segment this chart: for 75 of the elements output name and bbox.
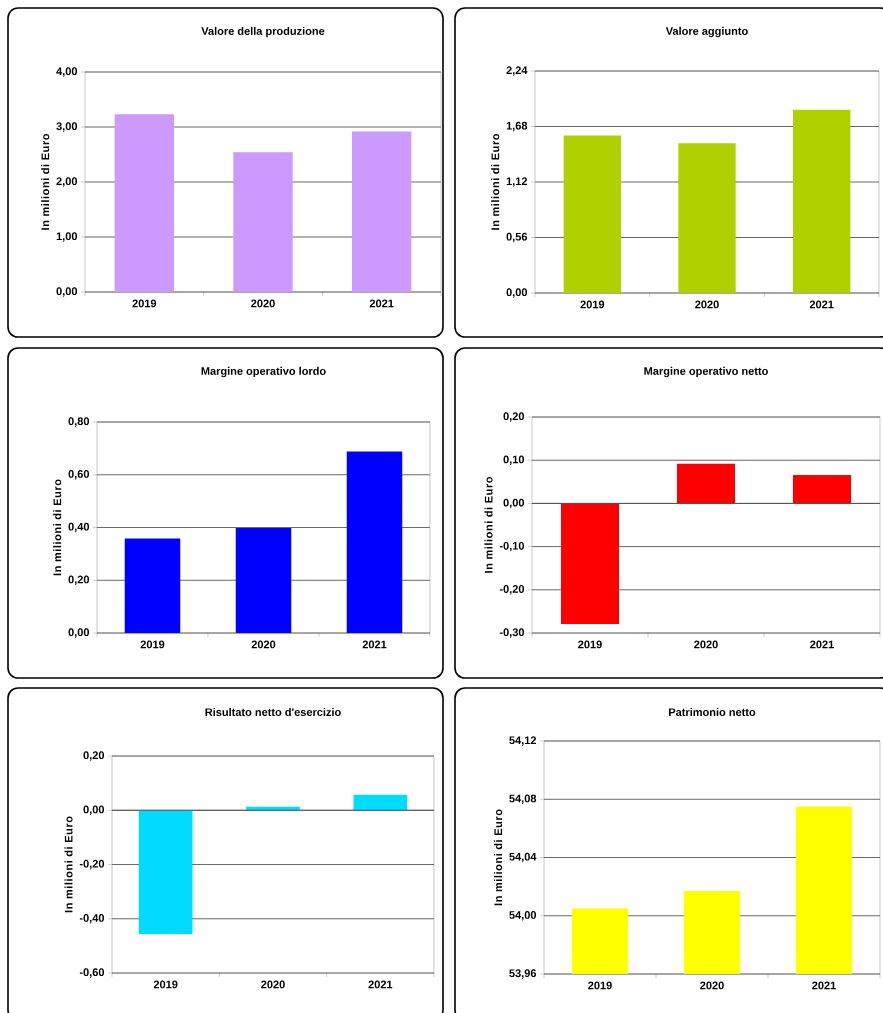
x-tick-label: 2019 bbox=[588, 981, 612, 990]
y-tick-label: 0,40 bbox=[68, 522, 90, 533]
x-tick-label: 2021 bbox=[812, 981, 836, 990]
y-axis-title: In milioni di Euro bbox=[484, 476, 493, 573]
chart-title: Risultato netto d'esercizio bbox=[205, 707, 341, 717]
x-tick-label: 2020 bbox=[251, 640, 276, 649]
x-tick-label: 2021 bbox=[369, 299, 394, 308]
y-tick-label: 53,96 bbox=[509, 969, 537, 979]
x-tick-label: 2020 bbox=[700, 981, 724, 990]
y-tick-label: 0,80 bbox=[68, 417, 90, 427]
bar bbox=[233, 152, 293, 293]
x-tick-label: 2020 bbox=[695, 300, 719, 309]
y-axis-title: In milioni di Euro bbox=[41, 133, 50, 230]
y-tick-label: 0,00 bbox=[503, 498, 525, 509]
y-tick-label: 0,20 bbox=[68, 575, 90, 585]
x-tick-label: 2019 bbox=[132, 299, 157, 308]
y-tick-label: 1,00 bbox=[56, 232, 78, 242]
bar bbox=[678, 143, 736, 294]
x-tick-label: 2019 bbox=[578, 640, 602, 649]
x-tick-label: 2019 bbox=[153, 980, 178, 989]
x-tick-label: 2020 bbox=[251, 299, 275, 308]
x-tick-label: 2020 bbox=[694, 640, 718, 649]
x-tick-label: 2021 bbox=[810, 640, 834, 649]
y-tick-label: -0,30 bbox=[499, 628, 525, 638]
y-tick-label: 54,04 bbox=[509, 852, 537, 863]
chart-title: Valore aggiunto bbox=[665, 26, 748, 38]
bar bbox=[793, 109, 851, 294]
y-tick-label: -0,60 bbox=[79, 968, 105, 978]
y-tick-label: 0,10 bbox=[503, 455, 525, 465]
chart-title: Margine operativo netto bbox=[644, 366, 768, 378]
y-axis-title: In milioni di Euro bbox=[64, 816, 73, 913]
y-tick-label: -0,20 bbox=[499, 585, 525, 595]
y-tick-label: 0,56 bbox=[506, 232, 528, 243]
x-tick-label: 2021 bbox=[362, 640, 387, 649]
x-tick-label: 2020 bbox=[261, 980, 285, 989]
bar bbox=[563, 135, 621, 294]
bar bbox=[353, 794, 408, 811]
y-tick-label: 54,00 bbox=[509, 911, 537, 921]
y-tick-label: 1,12 bbox=[506, 177, 528, 187]
y-tick-label: -0,20 bbox=[79, 859, 105, 870]
y-tick-label: 0,00 bbox=[506, 288, 528, 298]
bar bbox=[352, 131, 412, 293]
y-tick-label: 0,00 bbox=[56, 287, 78, 297]
x-tick-label: 2019 bbox=[140, 640, 165, 649]
y-tick-label: 1,68 bbox=[506, 121, 528, 132]
y-tick-label: 54,12 bbox=[509, 736, 537, 746]
bar bbox=[138, 810, 193, 934]
y-tick-label: 0,20 bbox=[83, 751, 105, 761]
bar bbox=[124, 538, 181, 634]
y-tick-label: 0,00 bbox=[68, 628, 90, 638]
y-axis-title: In milioni di Euro bbox=[494, 809, 503, 906]
x-tick-label: 2021 bbox=[809, 300, 834, 309]
y-tick-label: 0,20 bbox=[503, 412, 525, 422]
bar bbox=[793, 474, 851, 504]
y-tick-label: 0,60 bbox=[68, 470, 90, 480]
y-tick-label: -0,10 bbox=[499, 541, 525, 552]
y-tick-label: 4,00 bbox=[56, 67, 78, 77]
x-tick-label: 2019 bbox=[580, 300, 605, 309]
bar bbox=[677, 463, 735, 504]
bar bbox=[114, 114, 174, 293]
chart-title: Patrimonio netto bbox=[669, 707, 756, 717]
y-tick-label: 54,08 bbox=[509, 794, 537, 804]
bar bbox=[346, 451, 403, 634]
bar bbox=[235, 528, 292, 634]
y-tick-label: 2,00 bbox=[56, 177, 78, 187]
y-tick-label: 3,00 bbox=[56, 122, 78, 132]
y-axis-title: In milioni di Euro bbox=[53, 479, 62, 576]
chart-title: Margine operativo lordo bbox=[201, 366, 326, 378]
x-tick-label: 2021 bbox=[368, 980, 393, 989]
chart-title: Valore della produzione bbox=[201, 26, 325, 38]
y-tick-label: 0,00 bbox=[83, 805, 105, 815]
bar bbox=[561, 503, 619, 624]
y-tick-label: 2,24 bbox=[506, 66, 528, 76]
y-axis-title: In milioni di Euro bbox=[491, 133, 500, 230]
y-tick-label: -0,40 bbox=[79, 914, 105, 924]
